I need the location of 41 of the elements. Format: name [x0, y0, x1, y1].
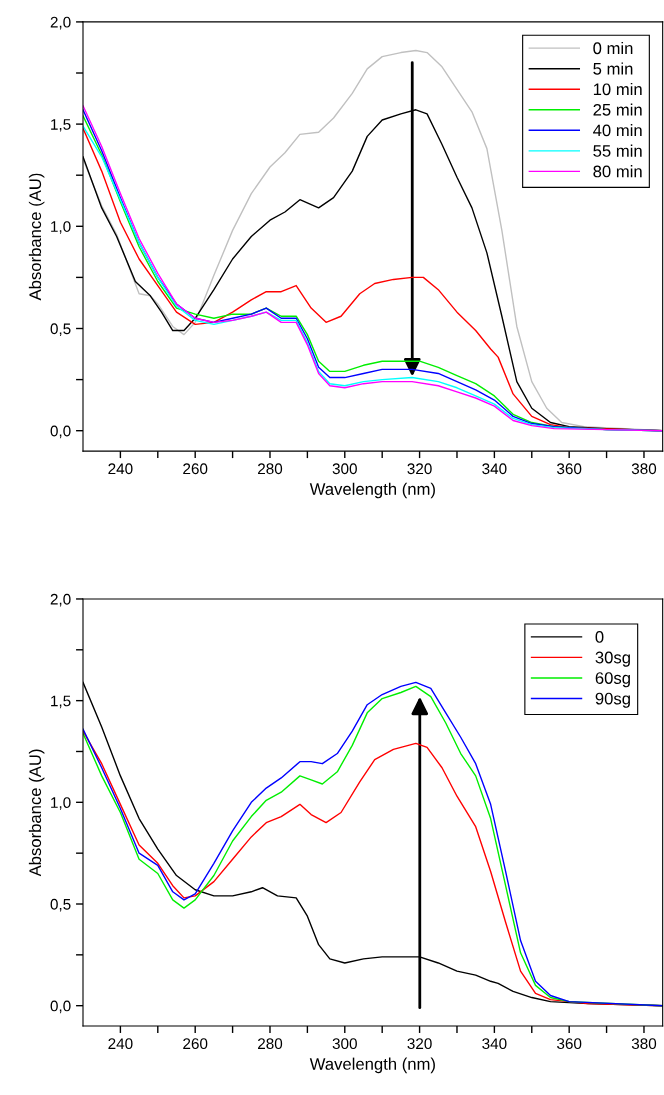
legend-label: 30sg: [595, 651, 630, 667]
x-tick-label: 320: [407, 463, 432, 475]
x-tick-label: 260: [183, 1038, 208, 1050]
y-tick-label: 2,0: [50, 16, 71, 30]
x-tick-label: 240: [108, 1038, 133, 1050]
x-tick-label: 240: [108, 463, 133, 475]
x-axis-title: Wavelength (nm): [309, 1057, 435, 1074]
legend-label: 5 min: [593, 62, 633, 75]
y-axis-title: Absorbance (AU): [28, 173, 45, 301]
y-tick-label: 0,5: [50, 323, 71, 336]
y-tick-label: 2,0: [50, 593, 71, 607]
x-tick-label: 260: [183, 463, 208, 475]
y-tick-label: 0,0: [50, 425, 71, 439]
y-tick-label: 1,5: [51, 695, 71, 709]
x-tick-label: 380: [631, 463, 657, 475]
x-tick-label: 380: [631, 1038, 657, 1050]
x-tick-label: 320: [407, 1038, 432, 1050]
legend-label: 25 min: [593, 103, 642, 116]
x-tick-label: 360: [557, 1038, 582, 1050]
legend-label: 60sg: [595, 672, 630, 688]
x-tick-label: 340: [482, 1038, 507, 1050]
x-tick-label: 340: [482, 463, 507, 475]
x-tick-label: 300: [332, 463, 357, 475]
y-tick-label: 0,5: [50, 898, 71, 912]
y-tick-label: 1,5: [51, 119, 71, 132]
x-tick-label: 280: [258, 1038, 283, 1050]
x-tick-label: 280: [258, 463, 283, 475]
legend-label: 80 min: [593, 165, 642, 178]
legend-label: 10 min: [593, 82, 642, 96]
y-tick-label: 0,0: [50, 1000, 71, 1014]
legend-label: 55 min: [593, 144, 642, 157]
y-tick-label: 1,0: [51, 221, 71, 234]
legend-label: 40 min: [593, 124, 642, 137]
y-tick-label: 1,0: [51, 797, 71, 810]
y-axis-title: Absorbance (AU): [28, 749, 45, 877]
x-tick-label: 300: [332, 1038, 357, 1050]
legend-label: 0: [595, 631, 604, 643]
legend-label: 90sg: [595, 692, 630, 708]
x-tick-label: 360: [557, 463, 582, 475]
x-axis-title: Wavelength (nm): [309, 482, 435, 499]
legend-label: 0 min: [593, 41, 633, 55]
